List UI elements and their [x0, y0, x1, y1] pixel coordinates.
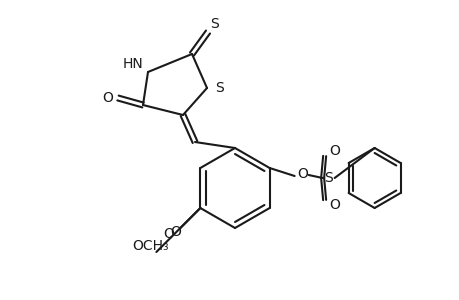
Text: O: O	[162, 227, 174, 241]
Text: OCH₃: OCH₃	[132, 239, 168, 253]
Text: O: O	[102, 91, 113, 105]
Text: S: S	[324, 171, 332, 185]
Text: HN: HN	[123, 57, 143, 71]
Text: O: O	[169, 225, 180, 239]
Text: S: S	[210, 17, 219, 31]
Text: O: O	[297, 167, 308, 181]
Text: S: S	[215, 81, 224, 95]
Text: O: O	[329, 144, 339, 158]
Text: O: O	[329, 198, 339, 212]
